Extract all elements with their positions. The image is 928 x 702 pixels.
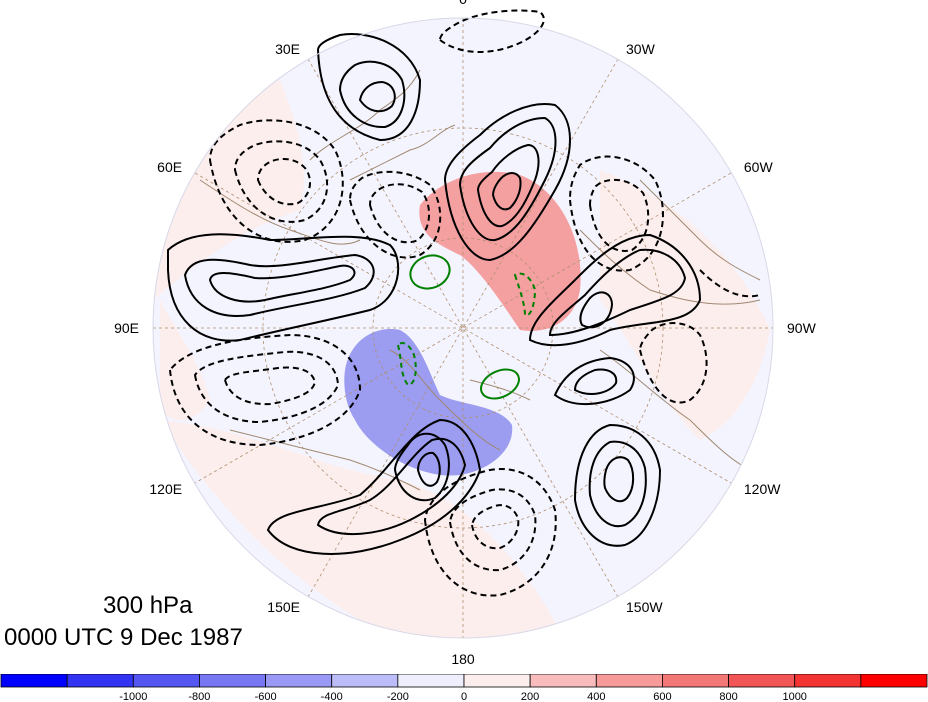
lon-label-7: 150E — [267, 599, 300, 615]
colorbar-label-2: -600 — [255, 691, 277, 702]
weak-positive-shading — [153, 80, 304, 300]
weak-positive-shading — [160, 420, 560, 638]
green-contours — [396, 254, 537, 400]
graticule — [153, 18, 773, 638]
weak-positive-shading — [160, 300, 210, 420]
colorbar-box-4 — [265, 674, 333, 688]
colorbar-label-6: 200 — [521, 691, 539, 702]
colorbar-box-12 — [794, 674, 862, 688]
colorbar-label-8: 600 — [653, 691, 671, 702]
lon-label-0: 0 — [459, 0, 467, 7]
colorbar-label-0: -1000 — [119, 691, 147, 702]
colorbar-box-9 — [595, 674, 663, 688]
lon-label-3: 90W — [787, 320, 817, 336]
colorbar-label-7: 400 — [587, 691, 605, 702]
time-title: 0000 UTC 9 Dec 1987 — [4, 624, 243, 651]
colorbar-box-0 — [0, 674, 68, 688]
colorbar-box-7 — [463, 674, 531, 688]
map-border — [152, 17, 774, 639]
strong-positive-shading — [419, 171, 581, 331]
dashed-contours — [168, 9, 761, 597]
polar-map: 0 30W 60W 90W 120W 150W 180 150E 120E 90E 60E 30E — [114, 0, 816, 667]
colorbar-box-5 — [331, 674, 399, 688]
colorbar-box-10 — [662, 674, 729, 688]
colorbar-box-1 — [66, 674, 134, 688]
longitude-labels: 0 30W 60W 90W 120W 150W 180 150E 120E 90E 60E 30E — [114, 0, 816, 667]
colorbar-label-1: -800 — [188, 691, 210, 702]
colorbar-label-5: 0 — [461, 691, 467, 702]
lon-label-9: 90E — [114, 320, 139, 336]
colorbar-box-11 — [728, 674, 796, 688]
lon-label-2: 60W — [744, 159, 774, 175]
solid-contours — [167, 33, 702, 555]
colorbar-labels: -1000 -800 -600 -400 -200 0 200 400 600 800 1000 — [119, 691, 807, 702]
lon-label-11: 30E — [275, 41, 300, 57]
colorbar-label-4: -200 — [387, 691, 409, 702]
lon-label-6: 180 — [451, 651, 475, 667]
colorbar: -1000 -800 -600 -400 -200 0 200 400 600 800 1000 — [0, 674, 928, 702]
coastlines — [199, 69, 761, 491]
colorbar-label-9: 800 — [719, 691, 737, 702]
lon-label-4: 120W — [744, 481, 781, 497]
lon-label-5: 150W — [626, 599, 663, 615]
lon-label-10: 60E — [157, 159, 182, 175]
shading-layer — [153, 80, 773, 638]
weak-positive-shading — [600, 170, 770, 440]
lon-label-8: 120E — [149, 481, 182, 497]
level-title: 300 hPa — [103, 592, 193, 619]
colorbar-box-8 — [529, 674, 597, 688]
colorbar-boxes — [0, 674, 928, 688]
colorbar-box-13 — [860, 674, 928, 688]
colorbar-box-2 — [132, 674, 200, 688]
colorbar-box-3 — [199, 674, 266, 688]
colorbar-box-6 — [397, 674, 465, 688]
colorbar-label-10: 1000 — [782, 691, 806, 702]
lon-label-1: 30W — [626, 41, 656, 57]
colorbar-label-3: -400 — [321, 691, 343, 702]
